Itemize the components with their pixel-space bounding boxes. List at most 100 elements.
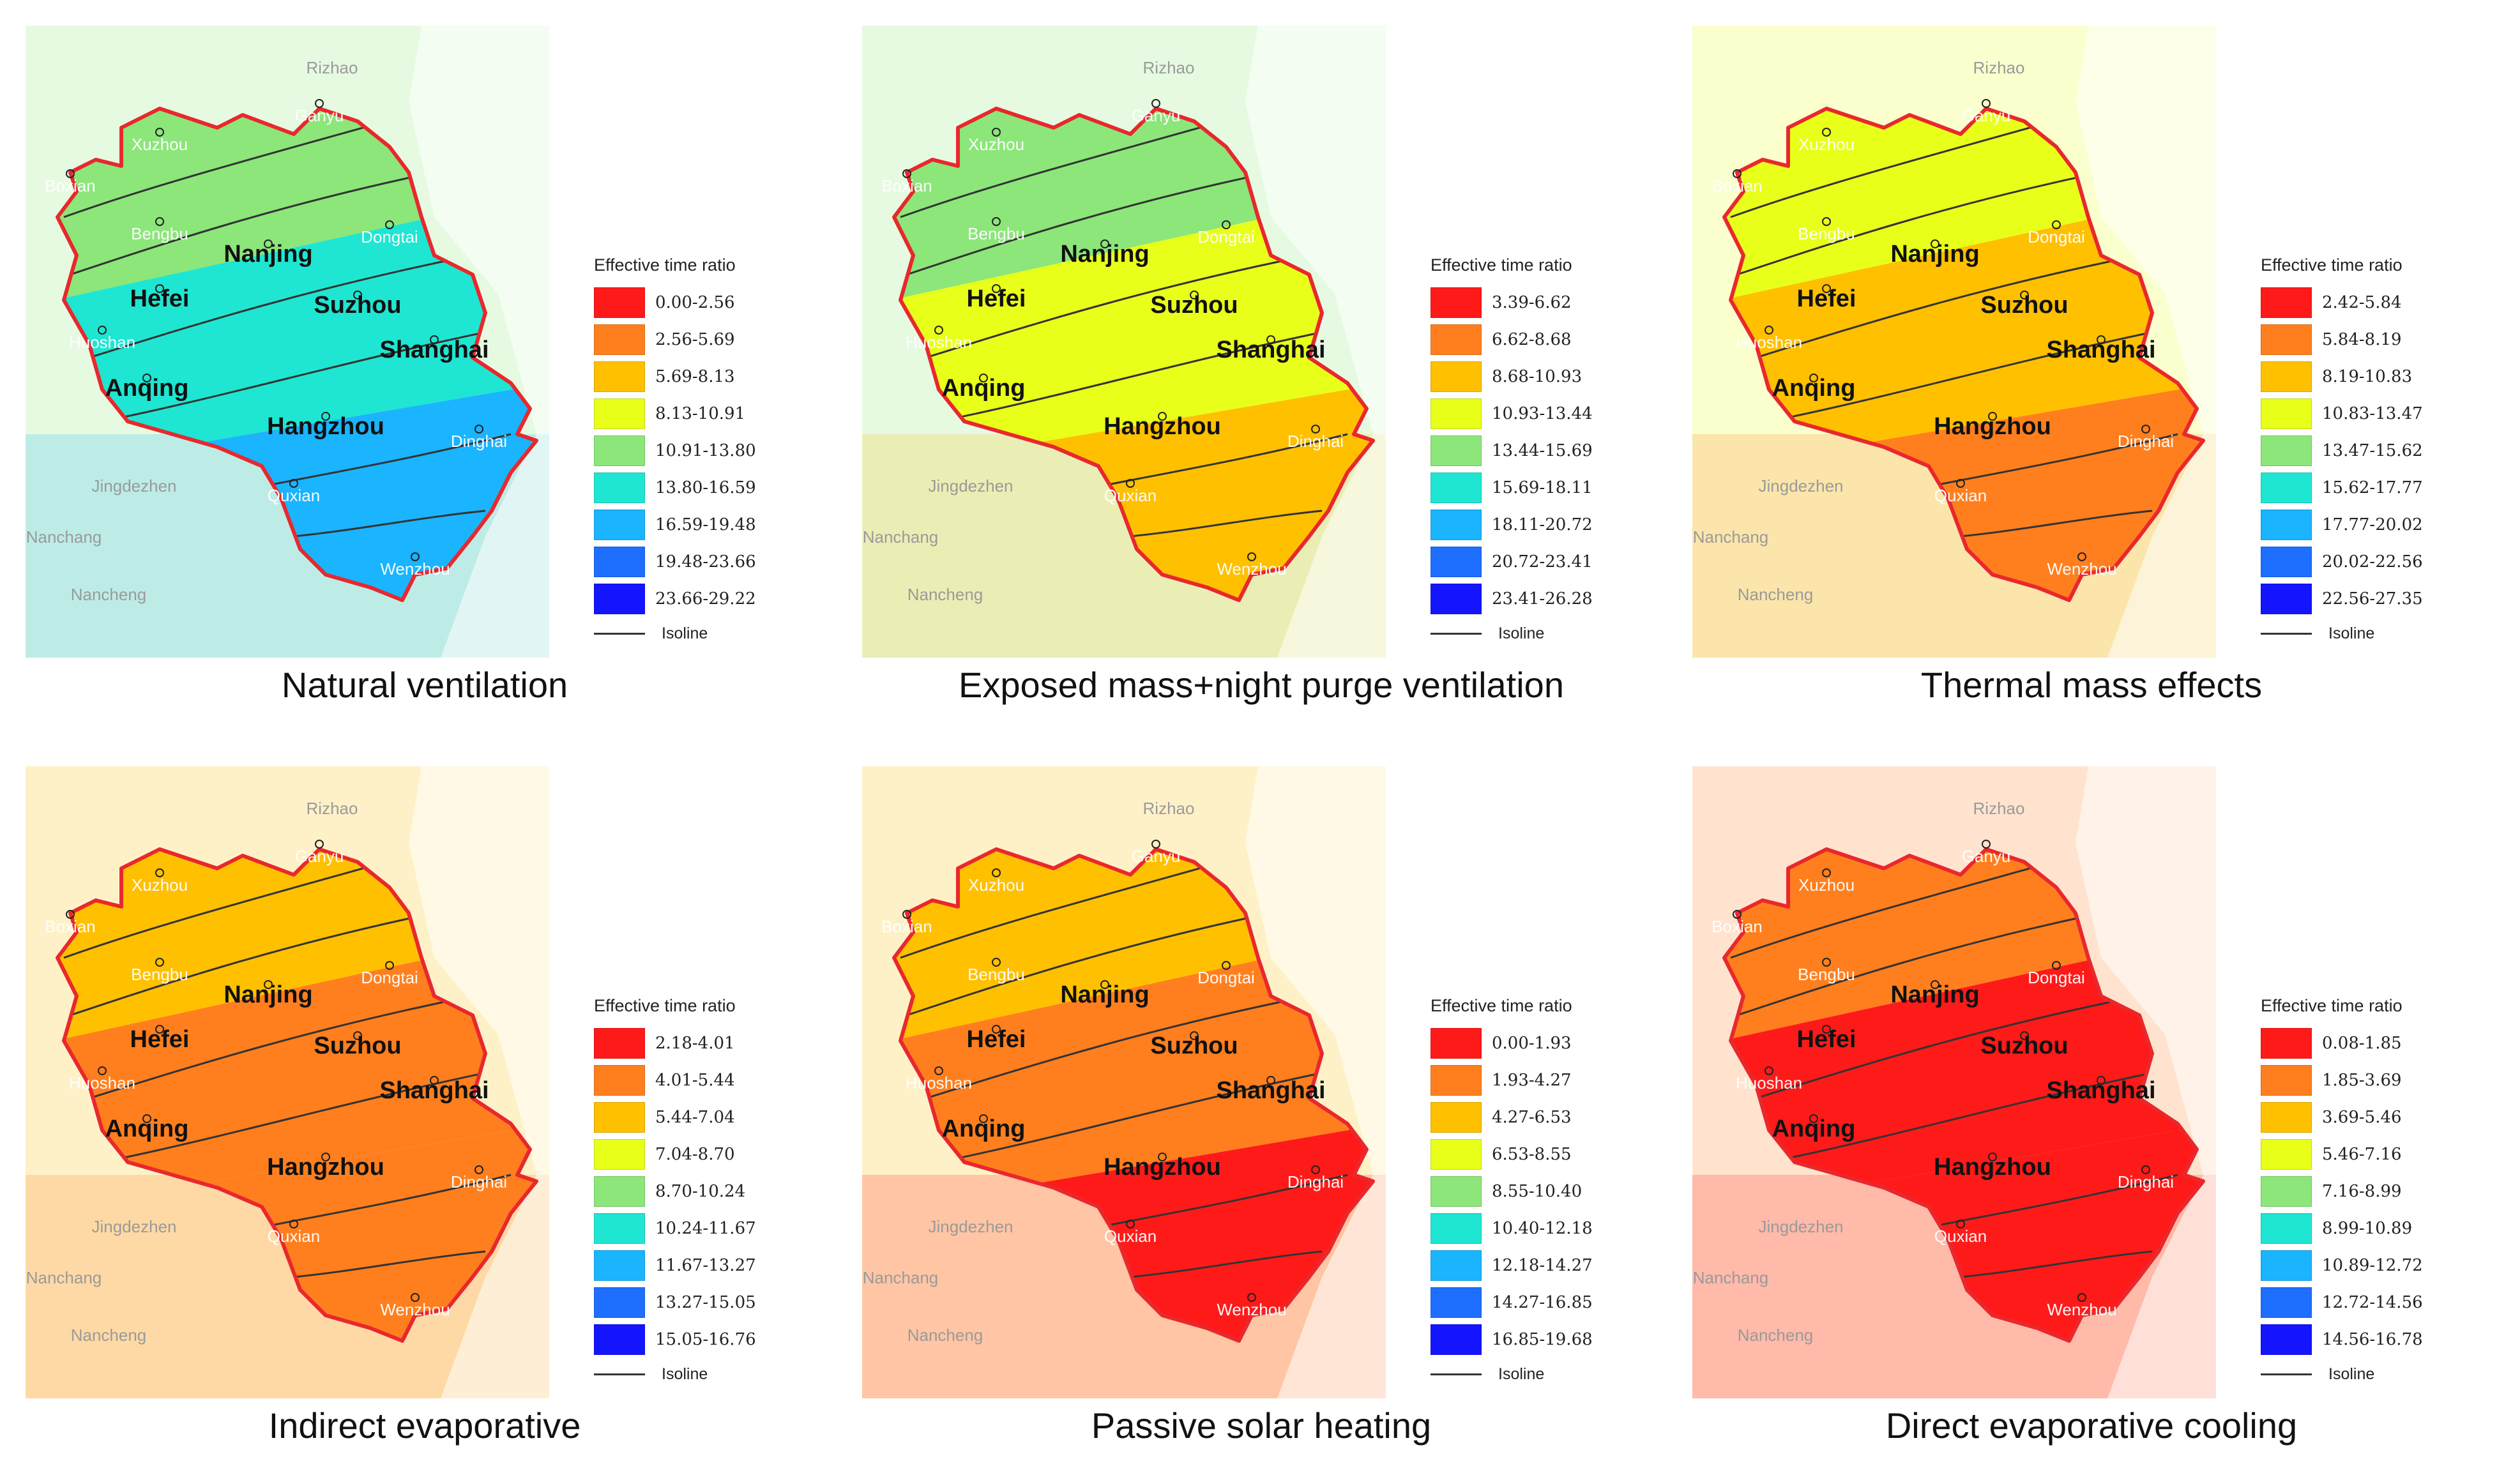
- legend-item-9: 14.56-16.78: [2261, 1321, 2484, 1358]
- map-canvas: Rizhao Jingdezhen Nanchang Nancheng Xuzhou Ga…: [1692, 766, 2216, 1398]
- city-label-bengbu: Bengbu: [1798, 224, 1855, 243]
- legend-item-7: 16.59-19.48: [594, 506, 817, 543]
- isoline-6: [1960, 510, 2153, 538]
- city-label-bengbu: Bengbu: [131, 965, 188, 984]
- legend-range-label: 0.00-1.93: [1492, 1034, 1572, 1053]
- city-label-xuzhou: Xuzhou: [1798, 135, 1855, 154]
- city-label-quxian: Quxian: [268, 486, 320, 505]
- legend-swatch: [2261, 1287, 2312, 1318]
- legend-range-label: 7.04-8.70: [655, 1145, 735, 1164]
- legend-swatch: [1431, 1324, 1482, 1355]
- city-label-shanghai: Shanghai: [1216, 1077, 1325, 1104]
- city-label-huoshan: Huoshan: [906, 333, 972, 352]
- city-label-dinghai: Dinghai: [451, 1172, 507, 1191]
- map-canvas: Rizhao Jingdezhen Nanchang Nancheng Xuzhou Ga…: [862, 766, 1386, 1398]
- city-label-ganyu: Ganyu: [295, 106, 344, 125]
- legend-item-2: 4.01-5.44: [594, 1062, 817, 1099]
- legend-range-label: 6.62-8.68: [1492, 330, 1572, 349]
- city-label-dinghai: Dinghai: [1287, 1172, 1344, 1191]
- legend-swatch: [2261, 435, 2312, 466]
- legend-swatch: [2261, 287, 2312, 318]
- legend-swatch: [594, 435, 645, 466]
- city-label-huoshan: Huoshan: [69, 1073, 135, 1092]
- city-marker-shanghai: [2097, 335, 2106, 344]
- legend-item-8: 19.48-23.66: [594, 543, 817, 580]
- legend-swatch: [1431, 1176, 1482, 1207]
- legend-swatch: [1431, 1065, 1482, 1096]
- city-marker-shanghai: [430, 335, 439, 344]
- legend-swatch: [1431, 1287, 1482, 1318]
- city-label-dinghai: Dinghai: [2118, 432, 2174, 451]
- city-marker-anqing: [1809, 374, 1818, 382]
- city-label-nancheng: Nancheng: [907, 1326, 983, 1345]
- legend-range-label: 16.85-19.68: [1492, 1330, 1593, 1349]
- city-label-boxian: Boxian: [881, 176, 932, 195]
- zone-band-2: [894, 932, 1373, 1213]
- zone-band-1: [1724, 109, 2203, 306]
- city-marker-wenzhou: [2077, 1293, 2086, 1302]
- legend-title: Effective time ratio: [594, 255, 736, 275]
- legend-item-6: 10.24-11.67: [594, 1210, 817, 1247]
- city-label-wenzhou: Wenzhou: [1217, 1300, 1286, 1319]
- city-label-rizhao: Rizhao: [1143, 58, 1195, 77]
- legend-item-5: 7.16-8.99: [2261, 1173, 2484, 1210]
- sea-area: [409, 26, 549, 658]
- legend-swatch: [594, 547, 645, 577]
- city-label-rizhao: Rizhao: [307, 58, 358, 77]
- legend-swatch: [2261, 1065, 2312, 1096]
- city-label-anqing: Anqing: [105, 375, 189, 402]
- city-marker-quxian: [289, 479, 298, 488]
- city-label-rizhao: Rizhao: [1973, 58, 2025, 77]
- city-marker-ganyu: [315, 99, 324, 108]
- legend-range-label: 5.44-7.04: [655, 1108, 735, 1127]
- legend-item-6: 15.69-18.11: [1431, 469, 1654, 506]
- isoline-label: Isoline: [662, 1365, 708, 1383]
- map-canvas: Rizhao Jingdezhen Nanchang Nancheng Xuzhou Ga…: [26, 26, 549, 658]
- legend-item-1: 3.39-6.62: [1431, 284, 1654, 321]
- city-label-nanchang: Nanchang: [26, 1268, 102, 1287]
- city-label-nanchang: Nanchang: [863, 1268, 939, 1287]
- city-marker-shanghai: [1266, 1076, 1275, 1085]
- isoline-2: [70, 171, 435, 276]
- map-canvas: Rizhao Jingdezhen Nanchang Nancheng Xuzhou Ga…: [26, 766, 549, 1398]
- legend: Effective time ratio 3.39-6.62 6.62-8.68 8.…: [1431, 255, 1654, 649]
- city-label-hangzhou: Hangzhou: [1104, 413, 1221, 440]
- city-label-suzhou: Suzhou: [1980, 1032, 2068, 1059]
- city-marker-quxian: [1956, 1220, 1965, 1228]
- city-label-xuzhou: Xuzhou: [1798, 875, 1855, 895]
- legend-range-label: 20.72-23.41: [1492, 552, 1593, 571]
- zone-band-2: [894, 192, 1373, 472]
- city-marker-hefei: [155, 284, 164, 293]
- city-label-suzhou: Suzhou: [1980, 292, 2068, 319]
- city-marker-dinghai: [2141, 425, 2150, 434]
- city-marker-dongtai: [2052, 961, 2061, 970]
- legend-range-label: 1.85-3.69: [2322, 1071, 2402, 1090]
- isoline-3: [925, 995, 1310, 1100]
- legend-item-6: 8.99-10.89: [2261, 1210, 2484, 1247]
- city-marker-hefei: [1822, 284, 1831, 293]
- zone-band-2: [57, 192, 536, 472]
- city-marker-wenzhou: [2077, 552, 2086, 561]
- isoline-3: [1756, 254, 2140, 359]
- legend-range-label: 13.80-16.59: [655, 478, 756, 497]
- city-marker-boxian: [66, 169, 75, 178]
- city-label-anqing: Anqing: [1772, 1115, 1856, 1142]
- city-marker-nanjing: [1100, 980, 1109, 989]
- legend-range-label: 17.77-20.02: [2322, 515, 2423, 534]
- legend-item-8: 13.27-15.05: [594, 1284, 817, 1321]
- legend-range-label: 10.40-12.18: [1492, 1219, 1593, 1238]
- city-label-shanghai: Shanghai: [379, 336, 489, 363]
- legend-item-9: 15.05-16.76: [594, 1321, 817, 1358]
- isoline-symbol: [1431, 632, 1482, 635]
- city-label-hefei: Hefei: [1797, 285, 1856, 312]
- legend-range-label: 15.69-18.11: [1492, 478, 1593, 497]
- city-label-hefei: Hefei: [1797, 1026, 1856, 1053]
- city-marker-hefei: [992, 1025, 1001, 1034]
- city-label-rizhao: Rizhao: [307, 799, 358, 818]
- city-label-hangzhou: Hangzhou: [1104, 1154, 1221, 1181]
- region-outline: [892, 107, 1375, 602]
- legend-item-4: 10.93-13.44: [1431, 395, 1654, 432]
- city-label-hefei: Hefei: [967, 1026, 1026, 1053]
- legend-swatch: [1431, 287, 1482, 318]
- legend-swatch: [594, 1213, 645, 1244]
